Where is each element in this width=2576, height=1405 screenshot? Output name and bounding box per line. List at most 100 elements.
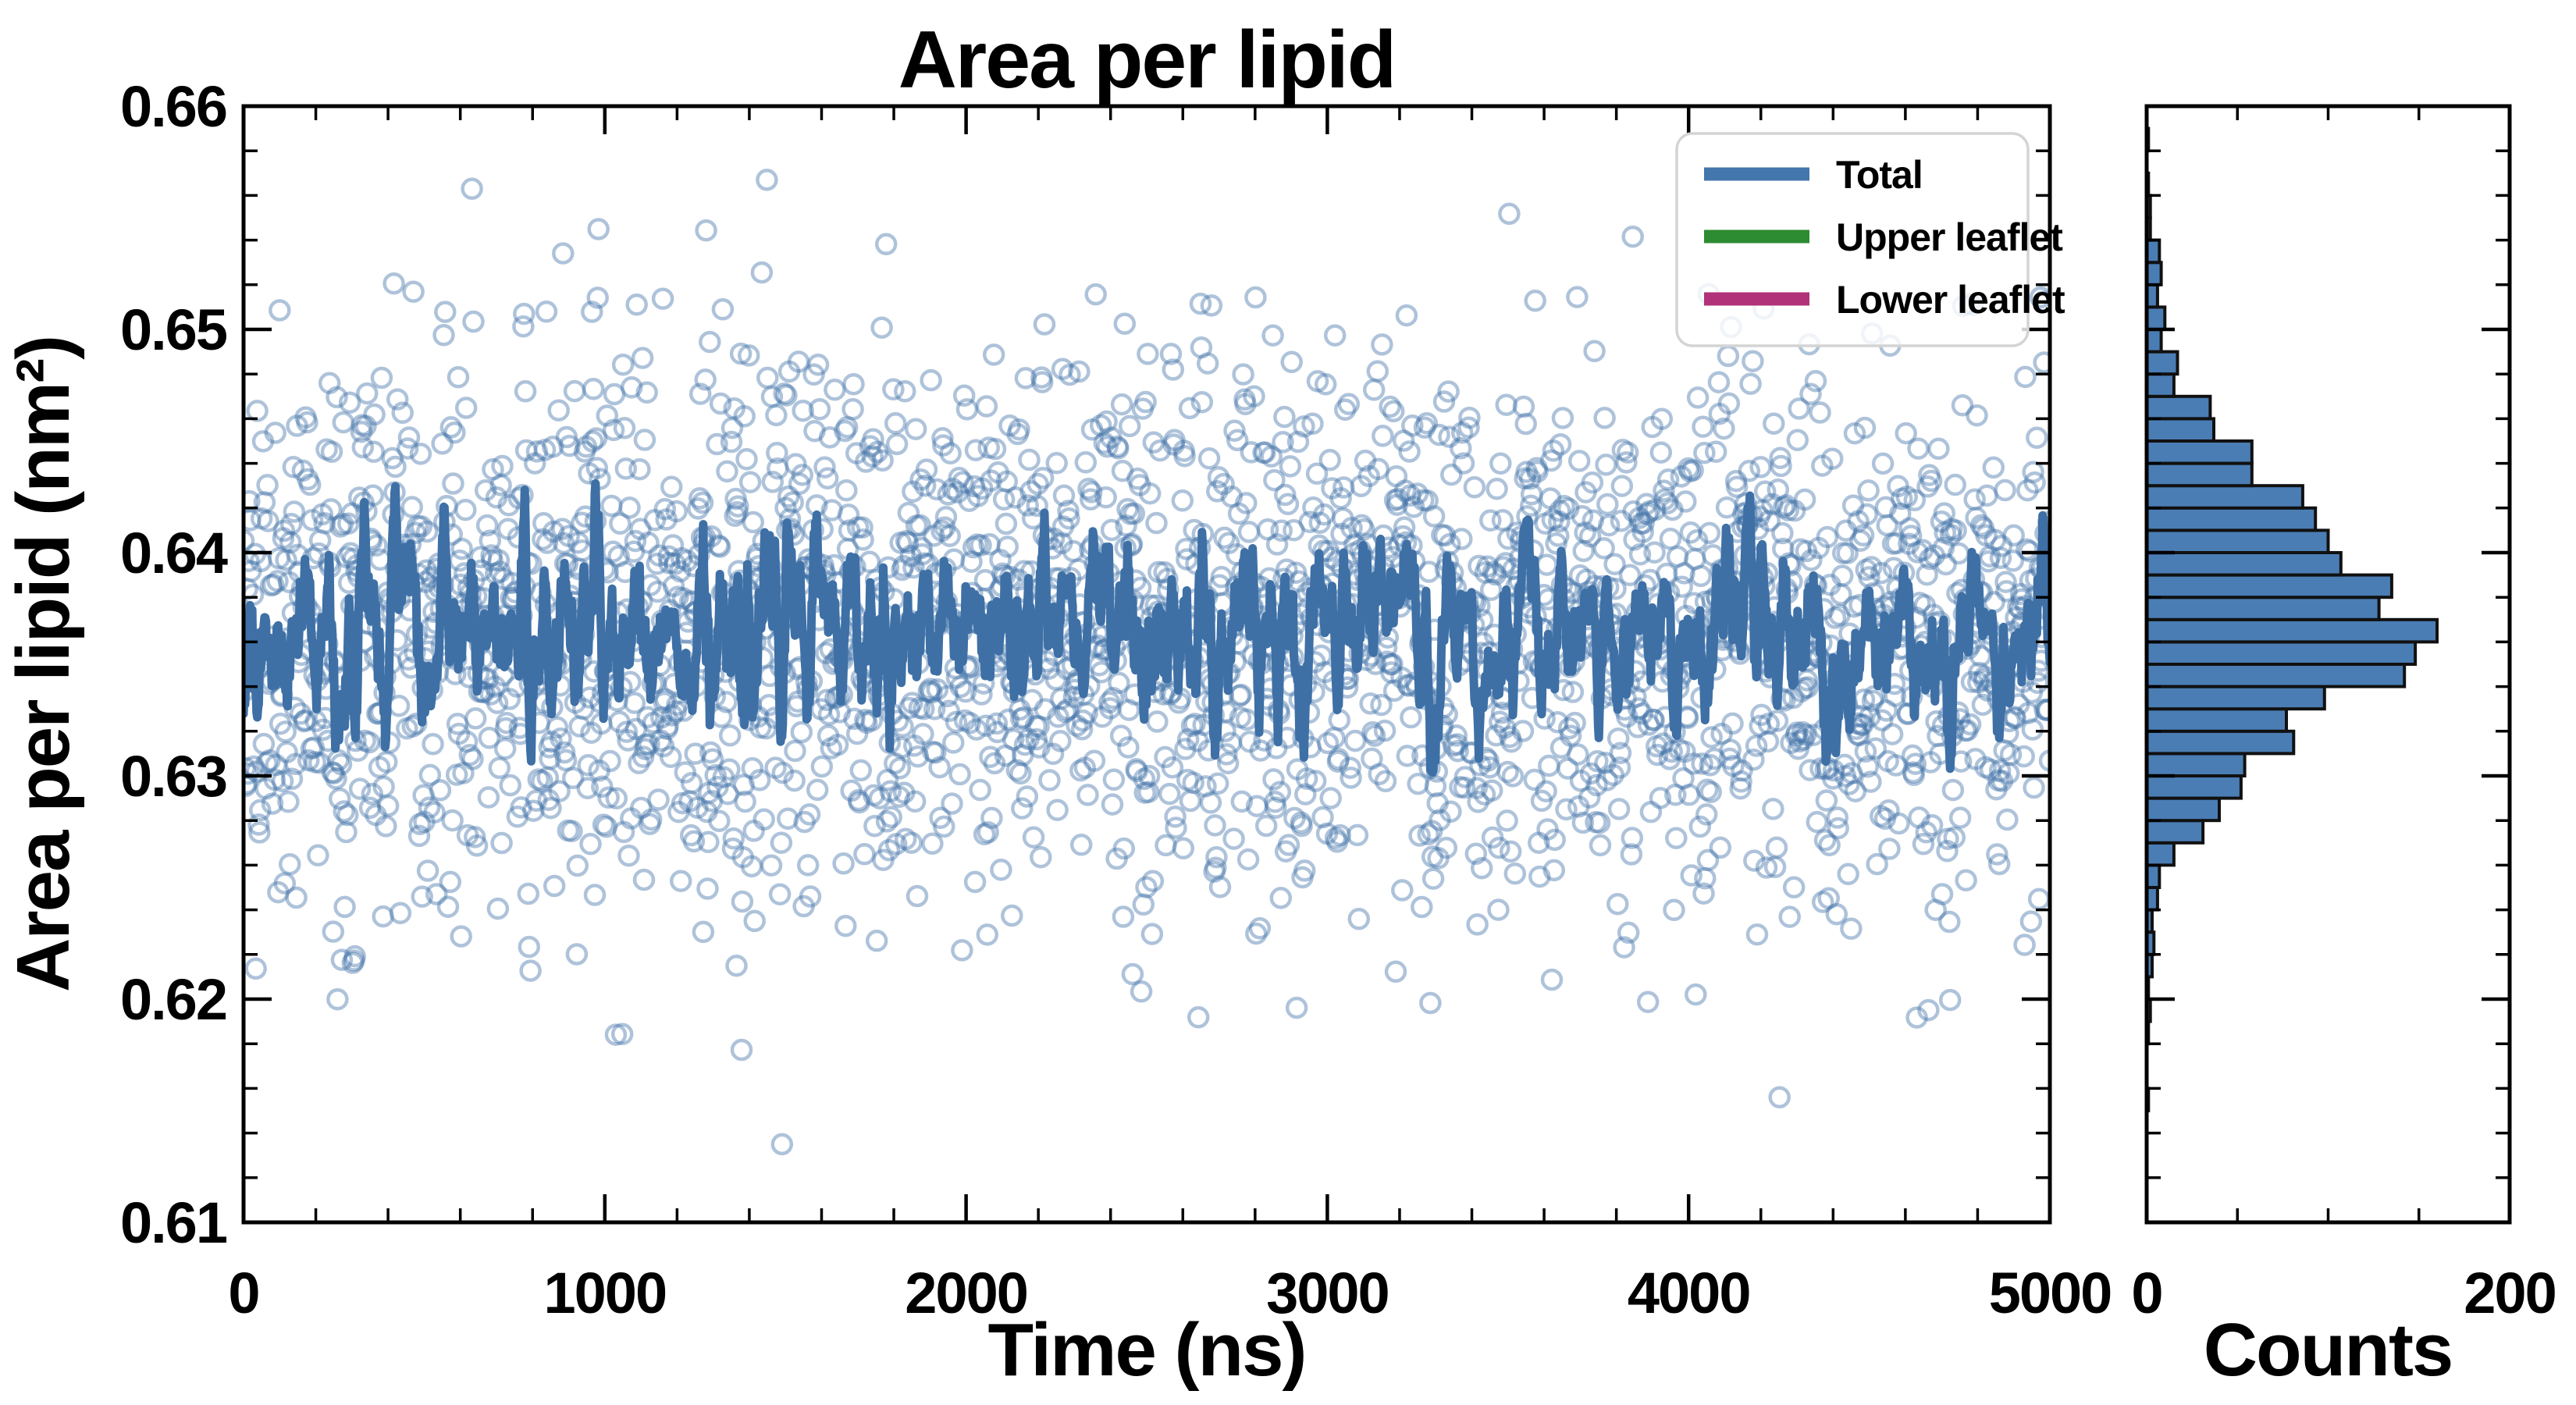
scatter-point (286, 414, 308, 437)
scatter-point (1589, 834, 1612, 857)
scatter-point (692, 920, 715, 944)
scatter-point (425, 883, 448, 905)
scatter-point (931, 427, 954, 450)
scatter-point (271, 770, 294, 792)
scatter-point (1026, 494, 1048, 518)
scatter-point (266, 570, 289, 592)
scatter-point (267, 880, 290, 904)
scatter-point (1567, 450, 1591, 472)
scatter-point (955, 398, 979, 421)
scatter-point (261, 792, 284, 815)
scatter-point (838, 519, 861, 542)
scatter-point (766, 441, 788, 464)
scatter-point (630, 796, 653, 820)
scatter-point (462, 310, 485, 333)
scatter-point (1101, 686, 1125, 710)
scatter-point (1649, 441, 1673, 464)
scatter-point (302, 736, 326, 759)
scatter-point (1203, 860, 1226, 883)
scatter-point (361, 484, 384, 507)
scatter-point (1199, 791, 1222, 814)
scatter-point (443, 421, 466, 444)
scatter-point (1178, 397, 1201, 420)
scatter-point (2013, 934, 2036, 956)
scatter-point (272, 527, 295, 550)
scatter-point (1016, 494, 1039, 517)
scatter-point (482, 458, 504, 481)
hist-bar (2147, 350, 2179, 376)
scatter-point (1137, 764, 1161, 788)
scatter-point (1659, 528, 1682, 550)
scatter-point (1094, 486, 1117, 509)
scatter-point (913, 698, 935, 720)
scatter-point (1656, 468, 1680, 491)
scatter-point (785, 453, 807, 475)
scatter-point (862, 428, 884, 450)
scatter-point (1162, 433, 1185, 456)
scatter-point (727, 495, 749, 518)
scatter-point (542, 520, 565, 543)
scatter-point (1187, 730, 1209, 752)
scatter-point (984, 437, 1007, 461)
scatter-point (803, 419, 826, 443)
scatter-point (1008, 418, 1030, 441)
scatter-point (605, 787, 628, 810)
scatter-point (1704, 440, 1727, 464)
scatter-point (632, 745, 655, 768)
scatter-point (1880, 723, 1904, 745)
scatter-point (458, 743, 482, 767)
scatter-point (248, 821, 271, 844)
scatter-point (1678, 784, 1701, 806)
scatter-point (919, 678, 941, 700)
scatter-point (949, 675, 972, 699)
scatter-point (1051, 357, 1074, 380)
scatter-point (718, 758, 741, 781)
scatter-point (1496, 809, 1518, 832)
scatter-point (244, 560, 262, 583)
scatter-point (910, 536, 933, 560)
scatter-point (1175, 537, 1197, 560)
legend-label-total: Total (1836, 153, 1923, 197)
scatter-point (1204, 856, 1227, 880)
scatter-point (245, 760, 268, 783)
hist-bar (2147, 685, 2326, 711)
scatter-point (1983, 591, 2005, 614)
scatter-point (706, 775, 729, 799)
scatter-point (709, 392, 732, 415)
scatter-point (921, 832, 944, 855)
scatter-point (624, 529, 647, 553)
scatter-point (723, 397, 745, 420)
scatter-point (321, 761, 344, 784)
scatter-point (1208, 574, 1231, 596)
scatter-point (1182, 771, 1204, 795)
scatter-point (512, 315, 535, 338)
scatter-point (982, 343, 1005, 366)
scatter-point (1058, 507, 1080, 530)
scatter-point (542, 436, 564, 458)
scatter-point (1146, 710, 1169, 733)
scatter-point (2014, 365, 2037, 389)
x-tick-label: 5000 (1989, 1261, 2112, 1325)
scatter-point (832, 852, 855, 875)
scatter-point (411, 885, 433, 908)
scatter-point (906, 745, 930, 768)
scatter-point (1171, 489, 1194, 512)
scatter-point (653, 691, 676, 714)
hist-bar (2147, 596, 2381, 621)
scatter-point (1034, 698, 1057, 720)
scatter-point (777, 485, 800, 508)
scatter-point (1222, 827, 1245, 850)
scatter-point (244, 529, 255, 553)
scatter-point (307, 844, 329, 867)
scatter-point (670, 546, 693, 570)
scatter-point (790, 720, 813, 744)
scatter-point (1050, 532, 1073, 555)
scatter-point (788, 472, 811, 496)
scatter-point (998, 414, 1021, 437)
scatter-point (1607, 798, 1631, 820)
scatter-point (620, 376, 643, 399)
scatter-point (1098, 691, 1121, 714)
scatter-point (1128, 474, 1151, 496)
scatter-point (715, 691, 738, 713)
scatter-point (700, 790, 724, 813)
